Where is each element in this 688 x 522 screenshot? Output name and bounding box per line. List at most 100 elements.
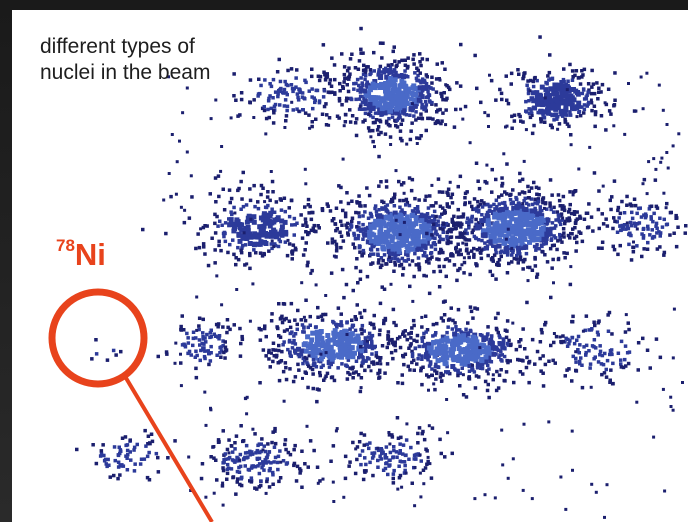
- event-dot: [467, 255, 471, 260]
- event-dot: [371, 139, 375, 144]
- event-dot: [508, 211, 514, 217]
- event-dot: [600, 212, 604, 216]
- event-dot: [543, 99, 549, 105]
- event-dot: [419, 366, 423, 371]
- event-dot: [248, 251, 252, 256]
- event-dot: [603, 101, 607, 105]
- event-dot: [556, 239, 560, 243]
- event-dot: [549, 295, 553, 300]
- event-dot: [543, 253, 547, 257]
- event-dot: [502, 214, 507, 220]
- event-dot: [604, 367, 608, 372]
- event-dot: [522, 422, 526, 426]
- event-dot: [416, 431, 420, 436]
- event-dot: [661, 387, 665, 391]
- event-dot: [321, 363, 325, 368]
- event-dot: [517, 358, 522, 362]
- event-dot: [237, 465, 241, 470]
- event-dot: [532, 76, 537, 81]
- event-dot: [539, 213, 545, 219]
- event-dot: [371, 128, 375, 133]
- event-dot: [393, 340, 397, 344]
- event-dot: [146, 442, 150, 446]
- event-dot: [212, 332, 216, 336]
- event-dot: [345, 333, 349, 336]
- event-dot: [408, 284, 412, 289]
- event-dot: [424, 352, 428, 357]
- event-dot: [213, 248, 217, 252]
- event-dot: [523, 213, 529, 219]
- event-dot: [327, 345, 333, 351]
- event-dot: [489, 337, 494, 341]
- event-dot: [191, 330, 196, 334]
- event-dot: [447, 205, 451, 209]
- event-dot: [552, 332, 556, 335]
- event-dot: [593, 110, 598, 114]
- event-dot: [346, 201, 351, 206]
- event-dot: [501, 343, 506, 347]
- event-dot: [98, 454, 103, 458]
- event-dot: [287, 242, 292, 246]
- event-dot: [430, 367, 434, 371]
- event-dot: [308, 366, 313, 370]
- event-dot: [557, 198, 562, 203]
- event-dot: [491, 377, 495, 382]
- event-dot: [305, 263, 310, 268]
- event-dot: [390, 197, 394, 202]
- event-dot: [450, 192, 455, 196]
- event-dot: [438, 375, 443, 379]
- event-dot: [541, 217, 546, 223]
- event-dot: [197, 327, 201, 332]
- event-dot: [277, 302, 281, 306]
- event-dot: [295, 327, 299, 332]
- event-dot: [238, 354, 243, 358]
- event-dot: [330, 241, 335, 245]
- event-dot: [241, 170, 245, 175]
- event-dot: [200, 462, 205, 466]
- event-dot: [573, 221, 578, 225]
- event-dot: [589, 98, 593, 102]
- event-dot: [517, 112, 521, 117]
- event-dot: [150, 439, 155, 444]
- event-dot: [580, 105, 584, 109]
- event-dot: [356, 88, 360, 93]
- event-dot: [645, 192, 649, 196]
- event-dot: [595, 81, 599, 85]
- event-dot: [237, 186, 241, 191]
- event-dot: [229, 196, 234, 201]
- event-dot: [459, 107, 463, 111]
- event-dot: [532, 244, 537, 249]
- event-dot: [537, 247, 542, 251]
- event-dot: [526, 90, 531, 94]
- event-dot: [267, 223, 273, 229]
- event-dot: [471, 207, 475, 212]
- event-dot: [512, 380, 516, 385]
- event-dot: [311, 226, 315, 230]
- event-dot: [438, 237, 443, 241]
- event-dot: [295, 68, 299, 72]
- event-dot: [513, 240, 519, 246]
- event-dot: [337, 99, 342, 103]
- event-dot: [498, 232, 504, 237]
- event-dot: [400, 138, 404, 143]
- event-dot: [234, 98, 238, 102]
- event-dot: [325, 371, 330, 376]
- event-dot: [363, 456, 367, 460]
- event-dot: [346, 358, 351, 362]
- event-dot: [392, 445, 396, 449]
- event-dot: [415, 66, 419, 70]
- event-dot: [515, 253, 519, 258]
- event-dot: [365, 339, 369, 343]
- event-dot: [195, 295, 199, 299]
- event-dot: [291, 243, 296, 247]
- event-dot: [239, 179, 243, 184]
- event-dot: [519, 119, 523, 123]
- event-dot: [590, 85, 594, 89]
- event-dot: [480, 366, 485, 371]
- event-dot: [116, 476, 120, 481]
- event-dot: [241, 439, 246, 443]
- event-dot: [569, 231, 573, 236]
- event-dot: [199, 348, 203, 353]
- event-dot: [319, 352, 323, 356]
- event-dot: [248, 78, 253, 82]
